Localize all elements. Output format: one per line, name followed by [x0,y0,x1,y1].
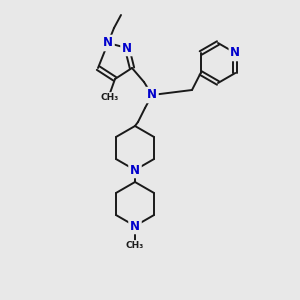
Text: N: N [122,41,132,55]
Text: N: N [130,164,140,176]
Text: N: N [230,46,240,59]
Text: CH₃: CH₃ [126,242,144,250]
Text: N: N [147,88,157,101]
Text: N: N [130,220,140,232]
Text: N: N [103,37,113,50]
Text: CH₃: CH₃ [101,94,119,103]
